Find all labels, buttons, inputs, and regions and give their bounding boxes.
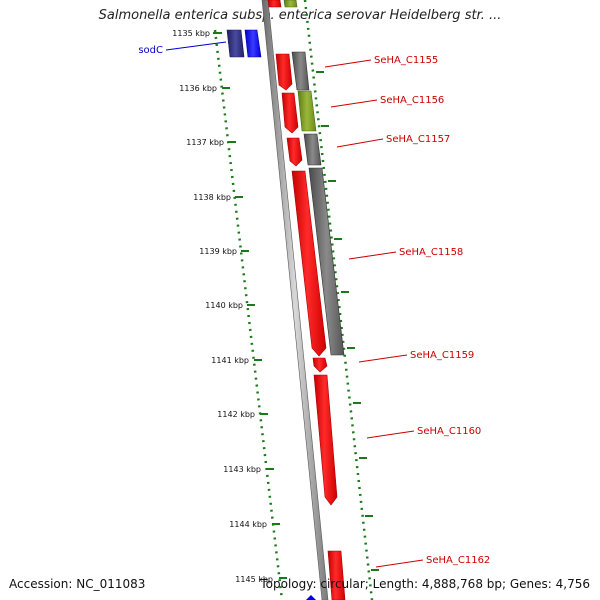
- right-dotted-ring: [303, 0, 374, 600]
- gene-SeHA_C1158[interactable]: [291, 170, 327, 357]
- map-title: Salmonella enterica subsp. enterica sero…: [98, 8, 502, 23]
- accession-text: Accession: NC_011083: [9, 577, 146, 591]
- backbone: [261, 0, 329, 600]
- gene-SeHA_C1157[interactable]: [286, 137, 303, 167]
- gene-label-SeHA_C1158[interactable]: SeHA_C1158: [399, 247, 463, 258]
- tick-label: 1144 kbp: [229, 520, 267, 529]
- left-dotted-ring: [213, 29, 284, 600]
- cog-feature-SeHA_C1157[interactable]: [303, 133, 322, 166]
- tick-label: 1139 kbp: [199, 247, 237, 256]
- tick-label: 1137 kbp: [186, 138, 224, 147]
- gene-label-SeHA_C1160[interactable]: SeHA_C1160: [417, 426, 481, 437]
- topology-text: Topology: circular; Length: 4,888,768 bp…: [260, 577, 590, 591]
- tick-label: 1135 kbp: [172, 29, 210, 38]
- cog-feature-SeHA_C1158[interactable]: [308, 167, 345, 356]
- cog-feature-SeHA_C1156[interactable]: [297, 90, 317, 132]
- gene-SeHA_C1162[interactable]: [327, 550, 346, 600]
- gene-label-sodC[interactable]: sodC: [138, 45, 163, 56]
- cog-feature-navy[interactable]: [226, 29, 245, 58]
- gene-label-SeHA_C1155[interactable]: SeHA_C1155: [374, 55, 438, 66]
- leader-line-SeHA_C1157: [336, 138, 384, 148]
- leader-line-sodC: [165, 41, 227, 51]
- tick-label: 1136 kbp: [179, 84, 217, 93]
- cog-feature-SeHA_C1155[interactable]: [291, 51, 310, 91]
- gene-SeHA_C1160[interactable]: [313, 374, 338, 506]
- leader-line-SeHA_C1159: [358, 354, 408, 363]
- gene-label-SeHA_C1157[interactable]: SeHA_C1157: [386, 134, 450, 145]
- gene-SeHA_C1155[interactable]: [275, 53, 293, 91]
- leader-line-SeHA_C1155: [324, 59, 372, 68]
- gene-SeHA_C1159[interactable]: [312, 357, 328, 373]
- tick-label: 1142 kbp: [217, 410, 255, 419]
- leader-line-SeHA_C1158: [348, 251, 397, 260]
- tick-label: 1140 kbp: [205, 301, 243, 310]
- tick-marks: [213, 32, 379, 579]
- tick-label: 1138 kbp: [193, 193, 231, 202]
- gene-fragment-bottom-blue[interactable]: [306, 595, 316, 600]
- leader-line-SeHA_C1156: [330, 99, 378, 108]
- tick-label: 1141 kbp: [211, 356, 249, 365]
- cog-fragment-top[interactable]: [283, 0, 298, 8]
- tick-label: 1143 kbp: [223, 465, 261, 474]
- gene-fragment-top[interactable]: [267, 0, 282, 8]
- gene-label-SeHA_C1159[interactable]: SeHA_C1159: [410, 350, 474, 361]
- gene-label-SeHA_C1162[interactable]: SeHA_C1162: [426, 555, 490, 566]
- leader-line-SeHA_C1162: [375, 559, 424, 568]
- gene-label-SeHA_C1156[interactable]: SeHA_C1156: [380, 95, 444, 106]
- gene-SeHA_C1156[interactable]: [281, 92, 299, 134]
- gene-sodC[interactable]: [244, 29, 262, 58]
- leader-line-SeHA_C1160: [366, 430, 415, 439]
- tick-label: 1145 kbp: [235, 575, 273, 584]
